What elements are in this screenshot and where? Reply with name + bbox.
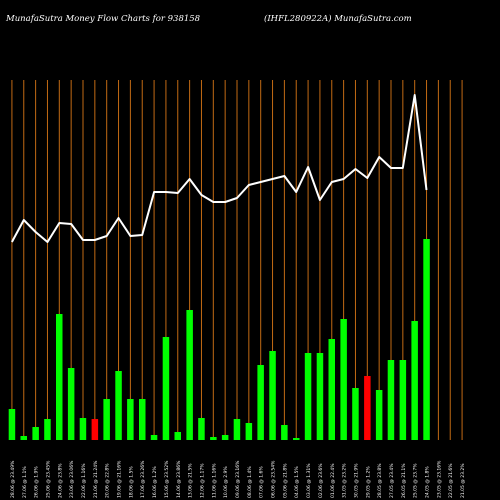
x-tick-label: 20.06 @ 22.8% xyxy=(105,463,111,498)
volume-bar xyxy=(221,435,229,440)
volume-bar xyxy=(281,425,288,440)
volume-bar xyxy=(340,319,347,440)
x-tick-label: 24.06 @ 23.8% xyxy=(57,463,63,498)
x-tick-label: 16.06 @ 1.2% xyxy=(152,466,158,498)
x-tick-label: 01.06 @ 22.4% xyxy=(330,463,336,498)
x-tick-label: 25.06 @ 23.45% xyxy=(46,460,52,498)
volume-bar xyxy=(387,360,395,440)
x-tick-label: 24.05 @ 1.8% xyxy=(425,466,431,498)
x-tick-label: 21.05 @ 23.2% xyxy=(460,463,466,498)
x-tick-label: 05.06 @ 21.8% xyxy=(282,463,288,498)
volume-bar xyxy=(103,399,110,440)
x-tick-label: 27.06 @ 1.1% xyxy=(22,466,28,498)
volume-bar xyxy=(174,432,181,440)
volume-bar xyxy=(375,390,383,440)
separator-lines xyxy=(11,80,463,440)
volume-bar xyxy=(79,418,87,440)
x-tick-label: 21.06 @ 21.24% xyxy=(93,460,99,498)
money-flow-line xyxy=(11,94,428,243)
volume-bar xyxy=(115,371,122,440)
x-tick-label: 10.06 @ 2.9% xyxy=(223,466,229,498)
x-tick-label: 31.05 @ 23.2% xyxy=(342,463,348,498)
x-tick-label: 23.06 @ 23.06% xyxy=(69,460,75,498)
volume-bars xyxy=(8,239,430,440)
x-tick-label: 28.06 @ 23.49% xyxy=(10,460,16,498)
x-tick-label: 08.06 @ 1.4% xyxy=(247,466,253,498)
x-tick-label: 12.06 @ 1.17% xyxy=(200,463,206,498)
volume-bar xyxy=(257,365,264,440)
x-tick-label: 13.06 @ 21.5% xyxy=(188,463,194,498)
volume-bar xyxy=(150,435,158,440)
x-tick-label: 25.05 @ 23.7% xyxy=(413,463,419,498)
x-tick-label: 09.06 @ 23.16% xyxy=(235,460,241,498)
x-tick-label: 22.06 @ 1.16% xyxy=(81,463,87,498)
volume-bar xyxy=(210,437,217,440)
x-tick-label: 18.06 @ 1.5% xyxy=(128,466,134,498)
x-tick-label: 11.06 @ 1.16% xyxy=(211,463,217,498)
volume-bar xyxy=(304,353,312,440)
x-tick-label: 28.05 @ 23.8% xyxy=(377,463,383,498)
volume-bar xyxy=(269,351,276,440)
x-tick-label: 07.06 @ 1.6% xyxy=(259,466,265,498)
x-tick-labels: 28.06 @ 23.49% 27.06 @ 1.1% 26.06 @ 1.9% 25… xyxy=(10,460,466,498)
volume-bar xyxy=(139,399,146,440)
volume-bar xyxy=(399,360,407,440)
x-tick-label: 22.05 @ 21.6% xyxy=(448,463,454,498)
volume-bar xyxy=(245,423,253,440)
x-tick-label: 04.06 @ 1.5% xyxy=(294,466,300,498)
volume-bar xyxy=(20,436,27,440)
x-tick-label: 17.06 @ 23.26% xyxy=(140,460,146,498)
volume-bar xyxy=(423,239,430,440)
volume-bar xyxy=(127,399,134,440)
x-tick-label: 26.05 @ 21.1% xyxy=(401,463,407,498)
x-tick-label: 19.06 @ 21.16% xyxy=(117,460,123,498)
volume-bar xyxy=(44,419,51,440)
volume-bar xyxy=(352,388,359,440)
chart-title-left: MunafaSutra Money Flow Charts for 938158 xyxy=(6,14,201,24)
volume-bar xyxy=(67,368,75,440)
volume-bar xyxy=(328,339,335,440)
x-tick-label: 02.06 @ 23.6% xyxy=(318,463,324,498)
x-tick-label: 27.05 @ 23.4% xyxy=(389,463,395,498)
volume-bar xyxy=(91,419,99,440)
x-tick-label: 29.05 @ 1.2% xyxy=(365,466,371,498)
x-tick-label: 26.06 @ 1.9% xyxy=(34,466,40,498)
x-tick-label: 30.05 @ 21.9% xyxy=(354,463,360,498)
volume-bar xyxy=(293,438,300,440)
volume-bar xyxy=(56,314,63,440)
x-tick-label: 06.06 @ 23.54% xyxy=(271,460,277,498)
volume-bar xyxy=(32,427,39,440)
x-tick-label: 23.05 @ 23.16% xyxy=(436,460,442,498)
volume-bar xyxy=(186,310,193,440)
volume-bar xyxy=(364,376,371,440)
chart-title-right: (IHFL280922A) MunafaSutra.com xyxy=(264,14,412,24)
x-tick-label: 15.06 @ 23.52% xyxy=(164,460,170,498)
x-tick-label: 14.06 @ 23.86% xyxy=(176,460,182,498)
volume-bar xyxy=(8,409,16,440)
volume-bar xyxy=(198,418,205,440)
volume-bar xyxy=(162,337,170,440)
volume-bar xyxy=(316,353,324,440)
volume-bar xyxy=(411,321,418,440)
volume-bar xyxy=(233,419,241,440)
x-tick-label: 03.06 @ 1.31% xyxy=(306,463,312,498)
